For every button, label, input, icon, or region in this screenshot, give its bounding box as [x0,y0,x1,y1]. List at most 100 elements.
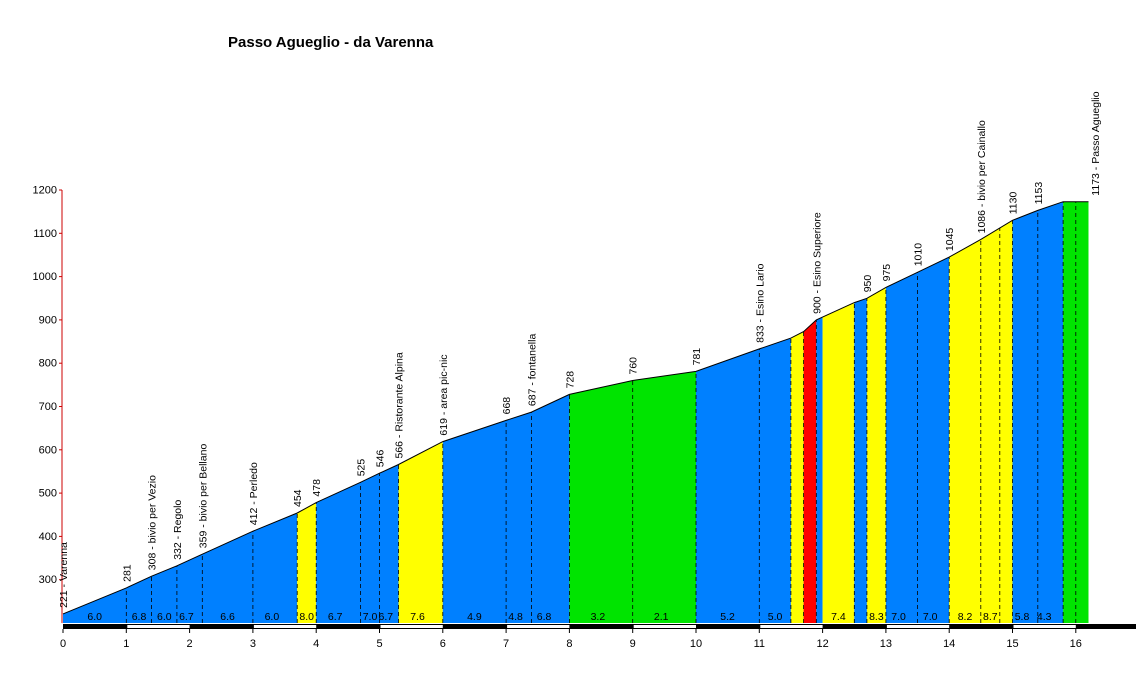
km-bar-segment [760,625,823,628]
y-tick-label: 800 [39,358,57,370]
point-label: 687 - fontanella [526,334,538,407]
gradient-label: 6.6 [220,611,235,623]
point-label: 281 [121,564,133,582]
y-tick-label: 1200 [33,185,57,197]
gradient-labels: 6.0 6.8 6.0 6.7 6.6 6.0 8.0 6.7 7.0 6.7 7.6 4.9 4.8 6… [87,611,1051,623]
segment-fill-yellow [822,302,855,623]
y-tick-label: 900 [39,314,57,326]
y-tick-label: 500 [39,488,57,500]
segment-fill-green [569,371,696,623]
point-label: 760 [628,357,640,375]
gradient-label: 6.0 [157,611,172,623]
kilometer-bar: 0 1 2 3 4 5 6 7 8 9 10 11 12 13 14 15 16 [60,624,1136,650]
gradient-label: 4.8 [508,611,523,623]
point-label: 1130 [1008,192,1020,215]
km-bar-segment [886,625,950,628]
km-bar-segment [380,625,443,628]
point-label: 1086 - bivio per Cainallo [976,120,988,233]
segment-fill-blue [63,513,298,623]
segment-fill-yellow [790,331,804,623]
y-tick-label: 300 [39,574,57,586]
km-bar-segment [127,625,190,628]
point-label: 1153 [1033,182,1045,205]
axes: 300 400 500 600 700 800 900 1000 1100 1200 [33,185,63,623]
point-label: 359 - bivio per Bellano [197,444,209,549]
point-label: 668 [501,397,513,415]
gradient-label: 6.0 [265,611,280,623]
x-tick-label: 2 [187,638,193,650]
point-labels: 221 - Varenna 281 308 - bivio per Vezio 332… [58,91,1102,608]
gradient-label: 8.3 [869,611,884,623]
profile-outline [62,201,1089,615]
x-tick-label: 11 [754,638,765,650]
x-tick-label: 5 [376,638,382,650]
x-tick-label: 9 [630,638,636,650]
chart-title: Passo Agueglio - da Varenna [228,34,434,51]
gradient-label: 6.7 [179,611,194,623]
profile-line [62,201,1089,615]
gradient-label: 7.0 [363,611,378,623]
segment-fill-yellow [398,441,443,623]
gradient-label: 6.8 [132,611,147,623]
point-label: 781 [691,348,703,366]
x-tick-label: 12 [816,638,828,650]
point-label: 412 - Perledo [248,462,260,525]
km-bar-segment [1013,625,1076,628]
point-label: 566 - Ristorante Alpina [394,352,406,458]
km-bar-segment [633,625,696,628]
point-label: 1173 - Passo Agueglio [1090,91,1102,195]
segment-fill-yellow [949,220,1013,624]
segment-fill-blue [816,317,823,623]
segment-fill-blue [854,298,867,623]
y-tick-label: 700 [39,401,57,413]
y-tick-label: 600 [39,444,57,456]
point-label: 728 [564,371,576,389]
gradient-label: 4.3 [1037,611,1052,623]
gradient-label: 2.1 [654,611,669,623]
gradient-label: 8.0 [299,611,314,623]
segment-fill-red [803,319,817,623]
point-label: 1045 [944,228,956,252]
y-tick-label: 1100 [33,228,57,240]
km-bar-base [63,624,1136,629]
point-label: 975 [881,264,893,282]
x-tick-label: 3 [250,638,256,650]
gradient-label: 8.7 [983,611,998,623]
gradient-label: 8.2 [958,611,973,623]
x-tick-label: 7 [503,638,509,650]
gradient-segment-fills [63,201,1089,624]
segment-fill-blue [696,338,791,623]
x-tick-label: 8 [566,638,572,650]
point-label: 833 - Esino Lario [754,263,766,343]
km-bar-segment [253,625,317,628]
x-tick-label: 14 [943,638,955,650]
segment-fill-blue [316,464,399,623]
segment-fill-yellow [866,287,886,623]
y-tick-label: 1000 [33,271,57,283]
point-label: 478 [311,479,323,497]
gradient-label: 5.2 [720,611,735,623]
gradient-label: 6.7 [328,611,343,623]
gradient-label: 7.0 [891,611,906,623]
x-tick-label: 13 [880,638,892,650]
x-tick-label: 1 [123,638,129,650]
gradient-label: 7.0 [923,611,938,623]
point-label: 619 - area pic-nic [438,354,450,435]
point-label: 221 - Varenna [58,542,70,608]
gradient-label: 7.6 [410,611,425,623]
km-bar-segment [507,625,570,628]
gradient-label: 6.8 [537,611,552,623]
point-label: 454 [292,489,304,507]
gradient-label: 5.0 [768,611,783,623]
point-label: 1010 [913,243,925,267]
point-label: 900 - Esino Superiore [811,212,823,314]
kilometer-dashed-lines [125,201,1077,623]
segment-fill-yellow [297,502,317,623]
x-tick-label: 6 [440,638,446,650]
point-label: 308 - bivio per Vezio [147,475,159,570]
x-tick-label: 15 [1006,638,1018,650]
gradient-label: 7.4 [831,611,846,623]
point-label: 950 [862,275,874,293]
gradient-label: 5.8 [1015,611,1030,623]
